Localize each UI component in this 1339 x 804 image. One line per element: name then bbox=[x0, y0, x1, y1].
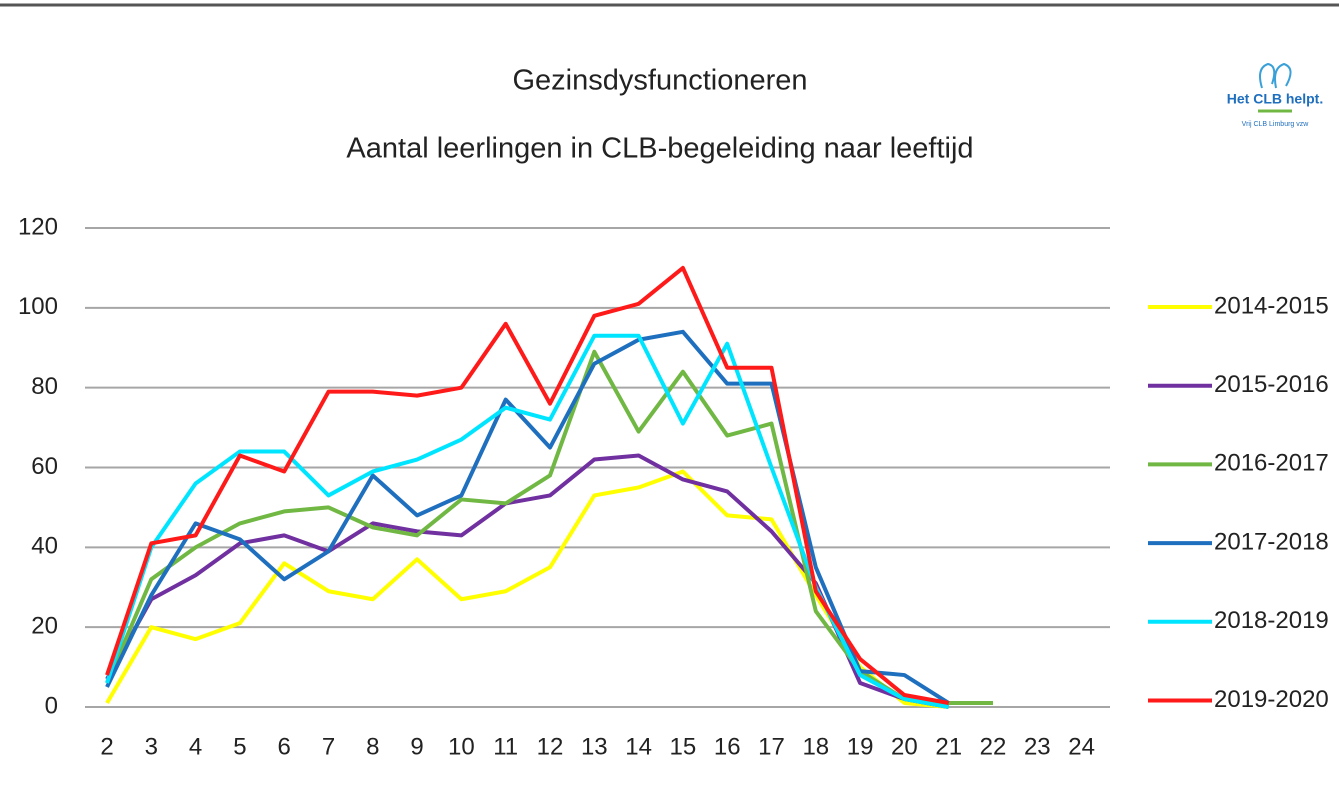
series-line bbox=[105, 265, 950, 705]
chart-subtitle: Aantal leerlingen in CLB-begeleiding naa… bbox=[346, 133, 973, 165]
x-tick-label: 17 bbox=[758, 733, 785, 760]
x-tick-label: 19 bbox=[847, 733, 874, 760]
x-tick-label: 21 bbox=[935, 733, 962, 760]
x-tick-label: 5 bbox=[233, 733, 246, 760]
y-tick-label: 0 bbox=[45, 692, 58, 719]
y-tick-label: 40 bbox=[31, 533, 58, 560]
x-tick-label: 14 bbox=[625, 733, 652, 760]
series-line bbox=[105, 349, 993, 706]
x-tick-label: 23 bbox=[1024, 733, 1051, 760]
x-tick-label: 7 bbox=[322, 733, 335, 760]
y-tick-label: 20 bbox=[31, 613, 58, 640]
y-tick-label: 60 bbox=[31, 453, 58, 480]
x-tick-label: 4 bbox=[189, 733, 202, 760]
x-tick-label: 6 bbox=[278, 733, 291, 760]
x-tick-label: 3 bbox=[145, 733, 158, 760]
legend-label: 2014-2015 bbox=[1214, 292, 1329, 319]
x-tick-label: 2 bbox=[100, 733, 113, 760]
x-tick-label: 16 bbox=[714, 733, 741, 760]
legend-label: 2018-2019 bbox=[1214, 607, 1329, 634]
series-line bbox=[105, 333, 950, 709]
chart-title: Gezinsdysfunctioneren bbox=[513, 65, 808, 97]
legend-label: 2019-2020 bbox=[1214, 686, 1329, 713]
y-tick-label: 80 bbox=[31, 373, 58, 400]
x-tick-label: 8 bbox=[366, 733, 379, 760]
logo: Het CLB helpt. Vrij CLB Limburg vzw bbox=[1227, 62, 1323, 128]
x-tick-label: 10 bbox=[448, 733, 475, 760]
x-tick-label: 11 bbox=[493, 733, 518, 760]
logo-name: Het CLB helpt. bbox=[1227, 91, 1323, 107]
x-tick-label: 15 bbox=[670, 733, 697, 760]
x-tick-label: 18 bbox=[802, 733, 829, 760]
legend-label: 2015-2016 bbox=[1214, 371, 1329, 398]
legend-label: 2016-2017 bbox=[1214, 450, 1329, 477]
y-tick-label: 100 bbox=[18, 293, 58, 320]
x-tick-label: 12 bbox=[537, 733, 564, 760]
logo-org: Vrij CLB Limburg vzw bbox=[1242, 121, 1310, 128]
series-line bbox=[105, 469, 949, 709]
x-tick-label: 20 bbox=[891, 733, 918, 760]
y-tick-label: 120 bbox=[18, 213, 58, 240]
x-tick-label: 9 bbox=[410, 733, 423, 760]
x-tick-label: 24 bbox=[1068, 733, 1095, 760]
series-line bbox=[105, 329, 950, 705]
x-tick-label: 22 bbox=[980, 733, 1007, 760]
legend-label: 2017-2018 bbox=[1214, 528, 1329, 555]
x-tick-label: 13 bbox=[581, 733, 608, 760]
